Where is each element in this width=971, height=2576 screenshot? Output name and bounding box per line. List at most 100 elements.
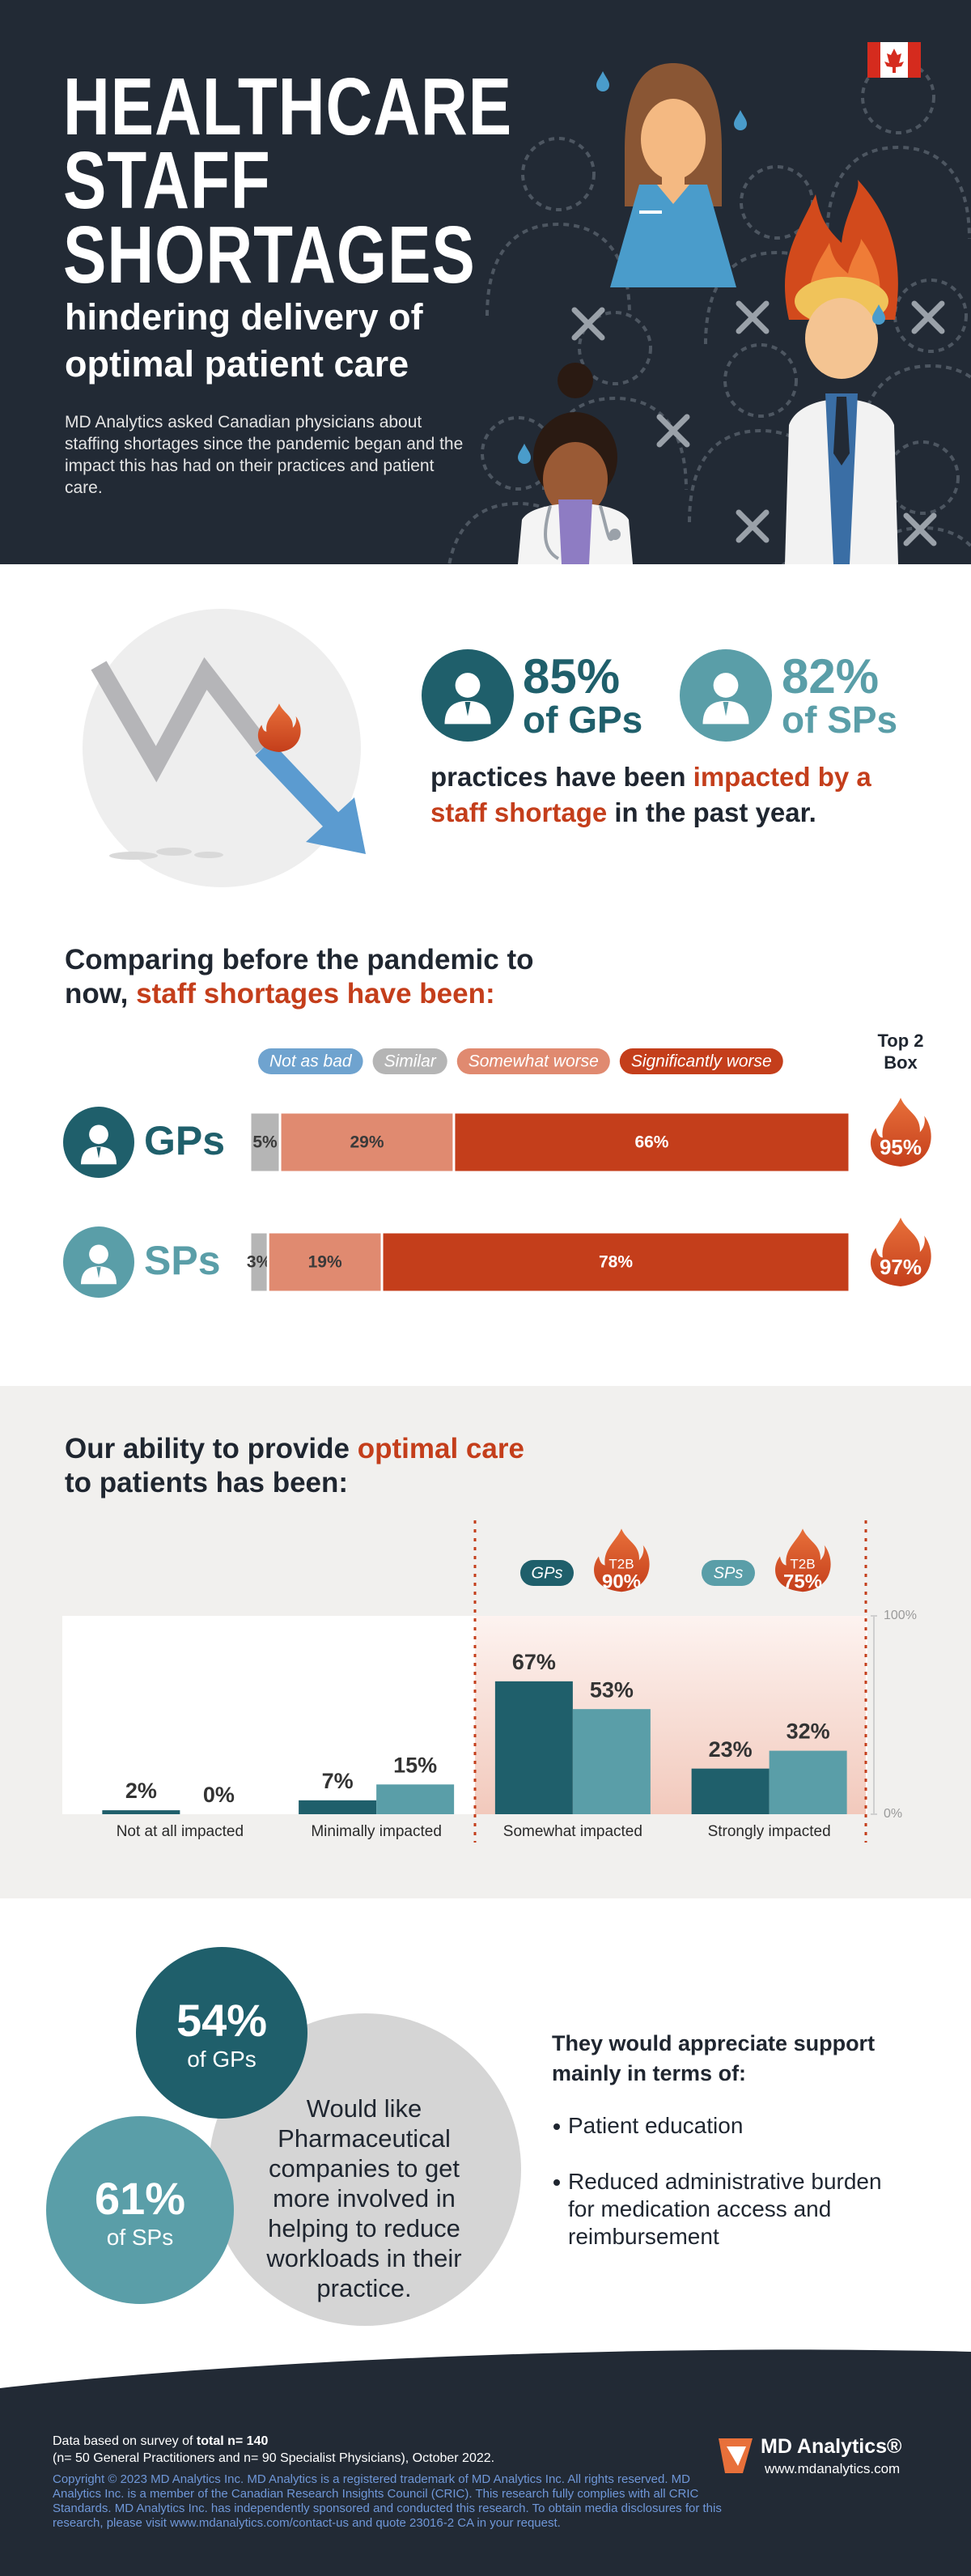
support-group: of GPs xyxy=(187,2047,257,2072)
decline-illustration xyxy=(83,609,366,887)
statement-highlight: impacted by a staff shortage xyxy=(430,762,871,827)
category-label: GPs xyxy=(144,1118,225,1163)
legend-swatch xyxy=(456,1048,610,1074)
value-label: 7% xyxy=(322,1769,354,1793)
bar xyxy=(376,1784,455,1814)
legend-swatch xyxy=(372,1048,447,1074)
t2b-flame xyxy=(775,1528,831,1592)
survey-part: Data based on survey of xyxy=(53,2434,197,2448)
support-statement: Would like Pharmaceutical companies to g… xyxy=(266,2094,462,2302)
legend-item: Somewhat worse xyxy=(456,1048,610,1074)
support-item: Reduced administrative burden for medica… xyxy=(568,2169,882,2249)
t2b-flame xyxy=(594,1528,650,1592)
title-part: Comparing before the pandemic to now, xyxy=(65,944,534,1010)
person-icon xyxy=(680,649,772,742)
legend-swatch xyxy=(619,1048,783,1074)
icon-head xyxy=(89,1124,108,1145)
value-label: 5% xyxy=(252,1133,278,1152)
icon-tie xyxy=(96,1147,101,1158)
value-label: 0% xyxy=(203,1783,235,1807)
title-line: SHORTAGES xyxy=(63,209,476,300)
bullet xyxy=(553,2179,560,2186)
support-group: of SPs xyxy=(106,2225,174,2250)
legend-label: GPs xyxy=(532,1564,563,1582)
bar-segment xyxy=(452,1111,851,1174)
value-label: 3% xyxy=(247,1253,272,1272)
canada-flag xyxy=(867,42,921,78)
title-line: HEALTHCARE xyxy=(63,61,513,151)
value-label: 23% xyxy=(709,1737,753,1762)
legend-item: Significantly worse xyxy=(619,1048,783,1074)
bar xyxy=(102,1810,180,1814)
category-label: SPs xyxy=(144,1238,221,1283)
survey-total: total n= 140 xyxy=(196,2434,269,2448)
top2-title: Top 2 Box xyxy=(877,1031,924,1073)
t2b-label: 75% xyxy=(783,1571,822,1592)
x-tick-label: Somewhat impacted xyxy=(503,1823,642,1840)
title-highlight: staff shortages have been: xyxy=(136,978,495,1010)
top2-label: 97% xyxy=(880,1255,922,1279)
section-title: Comparing before the pandemic to now, st… xyxy=(65,943,591,1011)
sample-note: (n= 50 General Practitioners and n= 90 S… xyxy=(53,2451,495,2465)
x-tick-label: Minimally impacted xyxy=(311,1823,442,1840)
copyright: Copyright © 2023 MD Analytics Inc. MD An… xyxy=(53,2472,722,2530)
legend-swatch xyxy=(520,1560,574,1586)
physician-figure xyxy=(518,363,633,564)
subtitle-line: optimal patient care xyxy=(65,343,409,385)
description: MD Analytics asked Canadian physicians a… xyxy=(65,413,464,497)
support-value: 54% xyxy=(176,1995,268,2046)
person-icon xyxy=(63,1226,134,1298)
survey-note: Data based on survey of total n= 140 xyxy=(53,2434,268,2450)
legend-swatch xyxy=(702,1560,755,1586)
value-label: 67% xyxy=(512,1650,556,1674)
title-part: Our ability to provide xyxy=(65,1433,358,1464)
statement-part: in the past year. xyxy=(607,797,816,827)
x-tick-label: Not at all impacted xyxy=(117,1823,244,1840)
value-label: 53% xyxy=(590,1677,634,1702)
bar xyxy=(769,1750,847,1814)
top2-flame xyxy=(870,1218,931,1286)
value-label: 15% xyxy=(393,1753,437,1777)
top2-flame xyxy=(870,1098,931,1167)
legend-label: SPs xyxy=(714,1564,744,1582)
support-heading: They would appreciate support mainly in … xyxy=(552,2031,876,2085)
bar xyxy=(299,1800,377,1814)
stat-group: of SPs xyxy=(782,699,898,741)
legend-item: SPs xyxy=(702,1560,755,1586)
legend-item: Not as bad xyxy=(258,1048,363,1074)
legend-label: Significantly worse xyxy=(631,1052,772,1071)
title-line: STAFF xyxy=(63,134,271,225)
stat-group: of GPs xyxy=(523,699,643,741)
support-item: Patient education xyxy=(568,2113,744,2138)
legend-item: Similar xyxy=(372,1048,447,1074)
x-tick-label: Strongly impacted xyxy=(708,1823,831,1840)
bar-segment xyxy=(278,1111,456,1174)
person-icon xyxy=(63,1107,134,1178)
legend-label: Not as bad xyxy=(269,1052,353,1071)
t2b-caption: T2B xyxy=(790,1556,815,1571)
legend-label: Similar xyxy=(384,1052,437,1071)
bar xyxy=(691,1768,770,1814)
legend-swatch xyxy=(258,1048,363,1074)
doctor-figure xyxy=(784,180,898,564)
impact-statement: practices have been impacted by a staff … xyxy=(430,759,932,831)
footer-background xyxy=(0,2349,971,2576)
icon-head xyxy=(89,1244,108,1265)
stat-value: 85% xyxy=(523,649,621,704)
value-label: 66% xyxy=(634,1133,668,1152)
icon-tie xyxy=(464,701,471,716)
nurse-figure xyxy=(596,63,747,287)
icon-tie xyxy=(723,701,729,716)
y-tick-label: 100% xyxy=(884,1609,917,1622)
t2b-label: 90% xyxy=(602,1571,641,1592)
value-label: 19% xyxy=(308,1253,342,1272)
icon-head xyxy=(713,673,739,698)
brand-name: MD Analytics® xyxy=(761,2435,902,2458)
top2-label: 95% xyxy=(880,1135,922,1159)
support-circles xyxy=(46,1947,521,2326)
bar xyxy=(572,1709,651,1814)
legend-label: Somewhat worse xyxy=(469,1052,599,1071)
statement-part: practices have been xyxy=(430,762,693,792)
